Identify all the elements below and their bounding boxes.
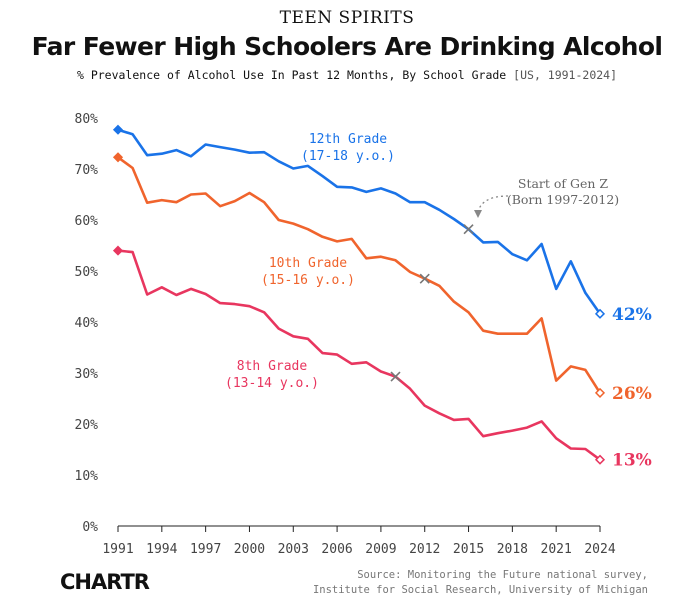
series-label-age: (17-18 y.o.) <box>301 149 395 164</box>
series-end-point <box>594 308 606 319</box>
series-end-label: 13% <box>612 451 652 471</box>
x-tick-label: 2003 <box>278 542 309 557</box>
gen-z-marker-stroke <box>463 224 474 235</box>
series-label: 8th Grade <box>237 359 308 374</box>
series-end-label: 42% <box>612 305 652 325</box>
x-tick-label: 2012 <box>409 542 440 557</box>
series-label-age: (13-14 y.o.) <box>225 376 319 391</box>
source-line-1: Source: Monitoring the Future national s… <box>357 569 648 581</box>
gen-z-marker-stroke <box>419 273 430 284</box>
y-tick-label: 70% <box>75 163 99 178</box>
series-line <box>116 249 602 462</box>
series-line <box>116 128 602 316</box>
y-tick-label: 20% <box>75 418 99 433</box>
series-start-point <box>112 245 124 256</box>
y-tick-label: 10% <box>75 469 99 484</box>
y-tick-label: 60% <box>75 214 99 229</box>
series-label: 12th Grade <box>309 132 387 147</box>
brand-logo: CHARTR <box>60 570 150 594</box>
y-tick-label: 30% <box>75 367 99 382</box>
gen-z-marker <box>419 273 430 284</box>
x-tick-label: 2006 <box>321 542 352 557</box>
gen-z-arrowhead <box>474 210 482 218</box>
x-tick-label: 1997 <box>190 542 221 557</box>
subtitle-range: [US, 1991-2024] <box>513 68 618 82</box>
series-end-point <box>594 454 606 465</box>
series-line <box>116 156 602 395</box>
x-tick-label: 2021 <box>541 542 572 557</box>
chart-title: Far Fewer High Schoolers Are Drinking Al… <box>31 32 663 61</box>
y-tick-label: 50% <box>75 265 99 280</box>
gen-z-marker <box>390 371 401 382</box>
x-tick-label: 2000 <box>234 542 265 557</box>
gen-z-marker-stroke <box>390 371 401 382</box>
series-label: 10th Grade <box>269 256 347 271</box>
series-label-age: (15-16 y.o.) <box>261 273 355 288</box>
x-tick-label: 2018 <box>497 542 528 557</box>
series-start-point <box>112 152 124 163</box>
subtitle-main: % Prevalence of Alcohol Use In Past 12 M… <box>76 68 507 82</box>
series-start-point <box>112 124 124 135</box>
y-tick-label: 80% <box>75 112 99 127</box>
source-line-2: Institute for Social Research, Universit… <box>312 584 648 596</box>
chart-kicker: TEEN SPIRITS <box>279 8 415 28</box>
x-tick-label: 2015 <box>453 542 484 557</box>
x-tick-label: 1991 <box>102 542 133 557</box>
x-tick-label: 1994 <box>146 542 177 557</box>
x-tick-label: 2024 <box>584 542 615 557</box>
gen-z-marker <box>463 224 474 235</box>
gen-z-annotation: Start of Gen Z <box>518 176 609 191</box>
gen-z-arrow <box>477 195 509 213</box>
gen-z-annotation-years: (Born 1997-2012) <box>507 192 619 207</box>
x-tick-label: 2009 <box>365 542 396 557</box>
y-tick-label: 0% <box>82 520 98 535</box>
chart-subtitle: % Prevalence of Alcohol Use In Past 12 M… <box>0 68 694 82</box>
series-end-point <box>594 387 606 398</box>
source-note: Source: Monitoring the Future national s… <box>313 568 648 598</box>
y-tick-label: 40% <box>75 316 99 331</box>
series-end-label: 26% <box>612 384 652 404</box>
